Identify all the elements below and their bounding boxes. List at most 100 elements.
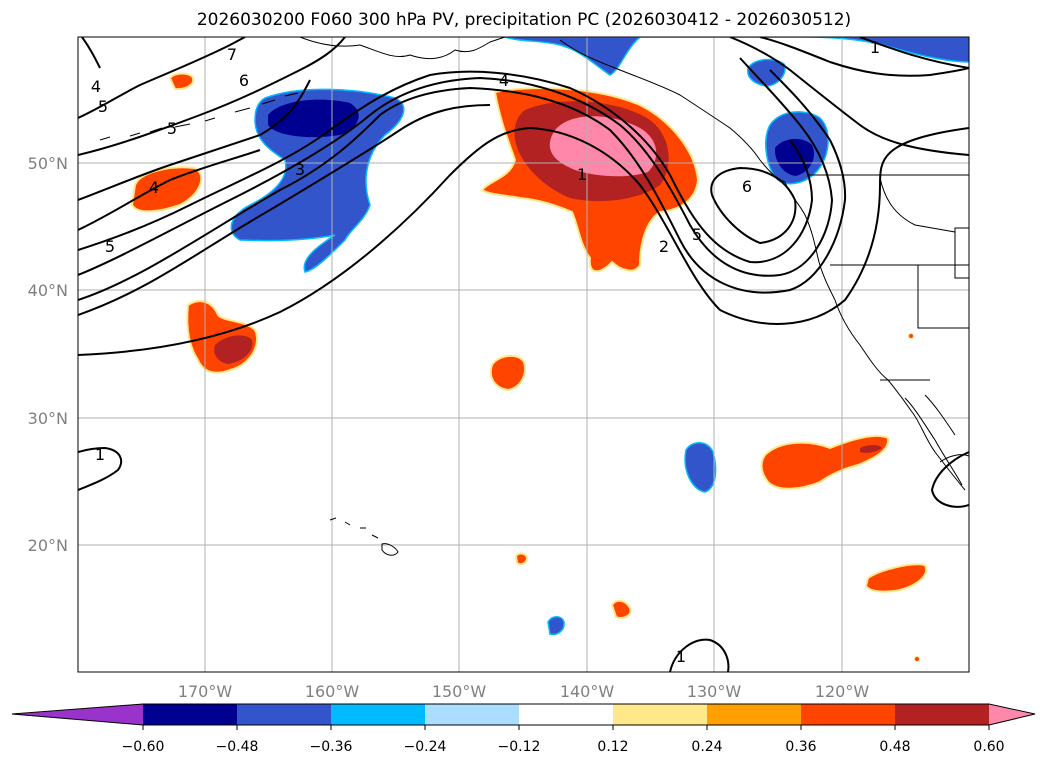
colorbar-tick-label: 0.60 (973, 739, 1004, 755)
latitude-labels: 50°N 40°N 30°N 20°N (28, 154, 68, 555)
contour-label: 5 (105, 237, 115, 256)
state-borders (830, 177, 969, 381)
colorbar-bin (895, 704, 990, 725)
orange-patch-small-nw (168, 72, 195, 91)
map-frame (77, 36, 970, 673)
colorbar: −0.60 −0.48 −0.36 −0.24 −0.12 0.12 0.24 0.36 0.4… (11, 703, 1036, 755)
colorbar-tick-label: −0.36 (310, 739, 353, 755)
contour-label: 3 (295, 160, 305, 179)
contour-label: 4 (91, 77, 101, 96)
colorbar-tick-label: 0.36 (785, 739, 816, 755)
lon-label: 160°W (305, 682, 360, 701)
colorbar-bin (237, 704, 332, 725)
lon-label: 150°W (432, 682, 487, 701)
colorbar-tick-label: −0.48 (216, 739, 259, 755)
pv-contour-14 (930, 451, 969, 508)
contour-label: 6 (742, 177, 752, 196)
map-area: 6 7 4 5 5 4 4 3 5 1 2 5 6 1 1 1 (78, 37, 969, 672)
blue-patch-subtropical (684, 442, 717, 493)
contour-label: 5 (167, 119, 177, 138)
lon-label: 170°W (178, 682, 233, 701)
orange-patch-tiny-2 (514, 552, 529, 566)
contour-label: 4 (149, 178, 159, 197)
colorbar-tick-label: 0.12 (597, 739, 628, 755)
colorbar-bin (331, 704, 426, 725)
pv-contour-12 (78, 446, 123, 491)
colorbar-bin (519, 704, 614, 725)
longitude-labels: 170°W 160°W 150°W 140°W 130°W 120°W (178, 682, 870, 701)
california-coast (834, 299, 966, 491)
dark-blue-core-aleutian (268, 99, 359, 138)
hawaii-islands (329, 517, 399, 556)
mexico-coast (939, 454, 969, 463)
contour-label: 4 (499, 71, 509, 90)
contour-label: 1 (870, 38, 880, 57)
orange-region-baja (760, 434, 890, 490)
orange-patch-se (864, 563, 928, 593)
positive-anomaly-fields (130, 72, 928, 662)
pv-contour-3 (78, 57, 834, 277)
figure-title: 2026030200 F060 300 hPa PV, precipitatio… (197, 10, 851, 30)
dark-red-streak-baja (860, 445, 882, 453)
pv-contour-9 (78, 37, 346, 156)
dark-blue-core-vancouver (774, 138, 815, 176)
coastlines (99, 37, 969, 556)
colorbar-tick-label: 0.24 (691, 739, 722, 755)
lat-label: 30°N (28, 409, 68, 428)
colorbar-tick-label: −0.12 (498, 739, 541, 755)
contour-label: 1 (95, 445, 105, 464)
colorbar-bin (613, 704, 708, 725)
lat-label: 40°N (28, 281, 68, 300)
lon-label: 120°W (815, 682, 870, 701)
graticule (78, 37, 969, 672)
colorbar-tick-label: −0.24 (404, 739, 447, 755)
colorbar-segments (12, 704, 1035, 725)
colorbar-bin (707, 704, 802, 725)
blue-patch-small-south (547, 616, 565, 636)
orange-patch-tiny-1 (610, 599, 632, 619)
pv-contour-2 (78, 69, 847, 301)
orange-patch-central (489, 354, 526, 392)
colorbar-tick-label: 0.48 (879, 739, 910, 755)
pv-contour-17 (759, 37, 969, 77)
contour-label: 2 (659, 237, 669, 256)
contour-labels: 6 7 4 5 5 4 4 3 5 1 2 5 6 1 1 1 (91, 38, 880, 666)
pv-contour-13 (669, 638, 730, 672)
dark-red-core-central-west (214, 335, 253, 364)
orange-patch-west (130, 166, 203, 213)
contour-label: 5 (98, 97, 108, 116)
pink-core-gulf-alaska (549, 116, 657, 177)
colorbar-bin (425, 704, 520, 725)
contour-label: 7 (227, 45, 237, 64)
baja-peninsula (904, 394, 963, 486)
lat-label: 20°N (28, 536, 68, 555)
orange-dot-east (914, 656, 920, 662)
contour-label: 1 (676, 647, 686, 666)
contour-label: 5 (692, 225, 702, 244)
pv-contour-4 (78, 70, 814, 264)
colorbar-tick-label: −0.60 (122, 739, 165, 755)
pv-contour-1 (78, 104, 491, 316)
pv-contour-7 (78, 149, 261, 231)
blue-patch-north-bc (747, 58, 786, 87)
colorbar-extend-high (989, 704, 1035, 725)
pv-contour-10 (78, 37, 246, 119)
colorbar-bin (801, 704, 896, 725)
pv-contour-11 (81, 37, 101, 69)
colorbar-extend-low (12, 704, 143, 725)
lat-label: 50°N (28, 154, 68, 173)
pv-contour-6 (78, 126, 969, 356)
orange-dot-california (908, 333, 914, 339)
pv-contour-15 (729, 37, 969, 156)
lon-label: 140°W (560, 682, 615, 701)
colorbar-bin (143, 704, 238, 725)
lon-label: 130°W (687, 682, 742, 701)
contour-label: 6 (239, 71, 249, 90)
blue-region-top-center (504, 37, 969, 76)
contour-label: 1 (577, 165, 587, 184)
pv-contour-16 (859, 37, 969, 69)
aleutian-islands (99, 92, 299, 141)
pv-contour-5 (710, 166, 797, 245)
pv-contour-8 (78, 79, 311, 201)
